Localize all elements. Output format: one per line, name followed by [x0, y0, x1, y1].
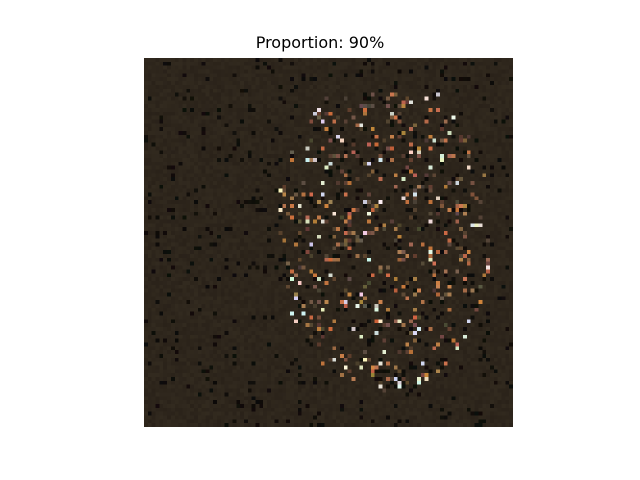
- noisy-image: [144, 58, 513, 427]
- figure-title: Proportion: 90%: [255, 33, 385, 52]
- image-panel: [144, 58, 513, 427]
